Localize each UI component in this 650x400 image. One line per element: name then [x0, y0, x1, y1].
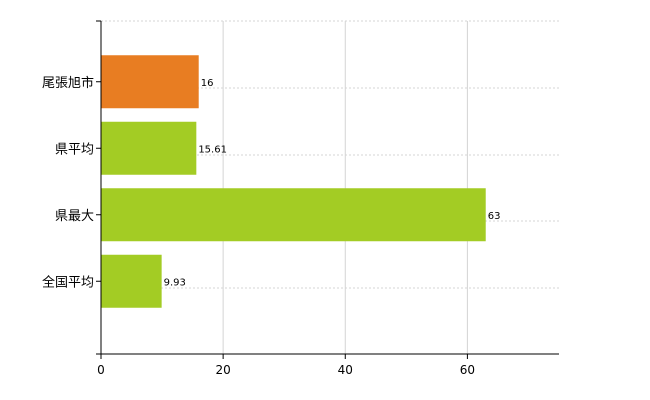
bar — [101, 55, 199, 109]
data-label: 63 — [488, 211, 501, 222]
bars — [101, 55, 486, 308]
bar — [101, 121, 197, 175]
data-label: 9.93 — [164, 277, 186, 288]
x-tick-label: 60 — [460, 363, 475, 377]
data-label: 16 — [201, 78, 214, 89]
bar — [101, 188, 486, 242]
x-tick-label: 0 — [97, 363, 105, 377]
bar — [101, 254, 162, 308]
x-tick-label: 20 — [215, 363, 230, 377]
category-label: 尾張旭市 — [42, 75, 94, 91]
category-label: 全国平均 — [42, 274, 94, 290]
data-label: 15.61 — [198, 144, 227, 155]
category-label: 県平均 — [55, 142, 94, 157]
axes — [96, 20, 559, 359]
x-tick-label: 40 — [338, 363, 353, 377]
labels: 16 尾張旭市 15.61 県平均 63 県最大 9.93 全国平均 0 20 40 60 — [42, 75, 500, 377]
category-label: 県最大 — [55, 209, 94, 224]
